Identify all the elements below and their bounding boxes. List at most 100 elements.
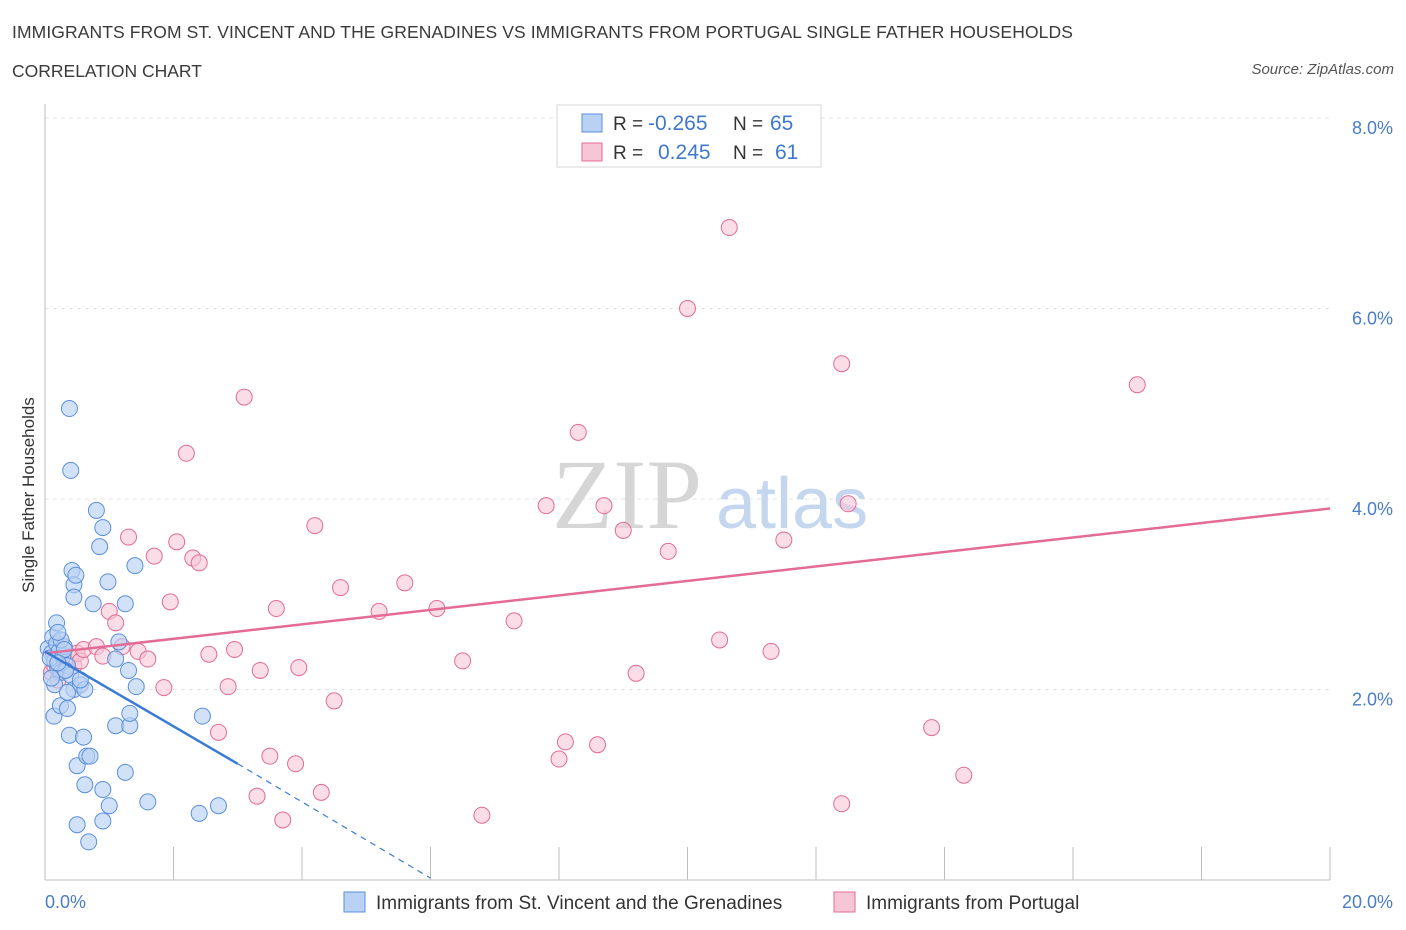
legend-n-label-vincent: N = bbox=[733, 114, 763, 135]
point-vincent-41 bbox=[94, 519, 112, 537]
point-portugal-20 bbox=[155, 679, 173, 697]
legend-r-label-portugal: R = bbox=[613, 143, 643, 164]
series-legend: Immigrants from St. Vincent and the Gren… bbox=[343, 891, 1079, 914]
trendline-vincent-extension bbox=[237, 763, 431, 879]
point-vincent-63 bbox=[58, 683, 76, 701]
point-vincent-37 bbox=[67, 566, 85, 584]
point-vincent-59 bbox=[209, 797, 227, 815]
point-vincent-31 bbox=[100, 797, 118, 815]
point-portugal-62 bbox=[833, 795, 851, 813]
point-vincent-48 bbox=[110, 633, 128, 651]
legend-r-value-portugal: 0.245 bbox=[658, 141, 711, 164]
y-tick-label-2: 6.0% bbox=[1352, 309, 1393, 329]
point-portugal-55 bbox=[627, 664, 645, 682]
point-vincent-26 bbox=[75, 728, 93, 746]
point-portugal-56 bbox=[659, 542, 677, 560]
gridlines bbox=[45, 117, 1330, 690]
legend-n-value-vincent: 65 bbox=[770, 112, 793, 135]
source-label: Source: ZipAtlas.com bbox=[1251, 61, 1394, 78]
point-vincent-34 bbox=[80, 833, 98, 851]
point-vincent-44 bbox=[116, 595, 134, 613]
legend-swatch-vincent bbox=[581, 113, 603, 133]
point-portugal-19 bbox=[145, 547, 163, 565]
point-vincent-40 bbox=[91, 538, 109, 556]
point-vincent-57 bbox=[193, 707, 211, 725]
point-portugal-14 bbox=[107, 614, 125, 632]
point-portugal-21 bbox=[161, 593, 179, 611]
y-axis-title: Single Father Households bbox=[19, 397, 38, 593]
bottom-legend-swatch-portugal bbox=[833, 891, 856, 913]
point-portugal-32 bbox=[251, 661, 269, 679]
point-portugal-18 bbox=[139, 650, 157, 668]
point-portugal-47 bbox=[505, 612, 523, 630]
point-portugal-16 bbox=[120, 528, 138, 546]
point-portugal-64 bbox=[839, 495, 857, 513]
point-portugal-60 bbox=[720, 219, 738, 237]
point-portugal-46 bbox=[473, 806, 491, 824]
trendline-portugal bbox=[44, 507, 1331, 655]
point-portugal-52 bbox=[589, 736, 607, 754]
point-portugal-27 bbox=[209, 723, 227, 741]
point-vincent-47 bbox=[60, 400, 78, 418]
watermark: ZIP atlas bbox=[552, 439, 868, 550]
point-portugal-30 bbox=[235, 388, 253, 406]
point-portugal-25 bbox=[190, 554, 208, 572]
x-tick-label-0: 0.0% bbox=[45, 892, 86, 912]
point-vincent-45 bbox=[126, 557, 144, 575]
point-portugal-28 bbox=[219, 678, 237, 696]
trend-lines bbox=[44, 507, 1331, 879]
point-portugal-37 bbox=[290, 659, 308, 677]
point-vincent-38 bbox=[65, 588, 83, 606]
point-portugal-41 bbox=[332, 579, 350, 597]
point-vincent-32 bbox=[68, 816, 86, 834]
point-portugal-59 bbox=[762, 642, 780, 660]
point-portugal-54 bbox=[614, 521, 632, 539]
y-tick-labels: 2.0% 4.0% 6.0% 8.0% bbox=[1352, 118, 1393, 710]
x-tick-label-1: 20.0% bbox=[1342, 892, 1393, 912]
bottom-legend-swatch-vincent bbox=[343, 891, 366, 913]
point-portugal-29 bbox=[226, 640, 244, 658]
point-portugal-40 bbox=[325, 692, 343, 710]
legend-r-label-vincent: R = bbox=[613, 114, 643, 135]
point-vincent-54 bbox=[127, 678, 145, 696]
point-portugal-23 bbox=[177, 444, 195, 462]
x-tick-labels: 0.0% 20.0% bbox=[45, 892, 1393, 912]
point-portugal-31 bbox=[248, 787, 266, 805]
correlation-legend: R = -0.265 N = 65 R = 0.245 N = 61 bbox=[556, 104, 822, 168]
point-portugal-43 bbox=[396, 574, 414, 592]
legend-swatch-portugal bbox=[581, 142, 603, 162]
point-portugal-22 bbox=[168, 533, 186, 551]
point-vincent-46 bbox=[62, 461, 80, 479]
point-portugal-38 bbox=[306, 517, 324, 535]
y-tick-label-1: 4.0% bbox=[1352, 499, 1393, 519]
point-portugal-53 bbox=[595, 497, 613, 515]
point-vincent-29 bbox=[76, 776, 94, 794]
point-portugal-34 bbox=[267, 600, 285, 618]
axes bbox=[44, 104, 1331, 881]
point-portugal-66 bbox=[955, 766, 973, 784]
point-vincent-58 bbox=[190, 804, 208, 822]
point-portugal-61 bbox=[775, 531, 793, 549]
point-portugal-65 bbox=[923, 719, 941, 737]
point-vincent-50 bbox=[107, 650, 125, 668]
chart-subtitle: CORRELATION CHART bbox=[12, 61, 202, 81]
point-vincent-60 bbox=[49, 623, 67, 641]
y-tick-label-3: 8.0% bbox=[1352, 118, 1393, 138]
trendline-vincent bbox=[44, 650, 239, 765]
point-portugal-49 bbox=[550, 750, 568, 768]
point-vincent-33 bbox=[94, 812, 112, 830]
series-vincent-points bbox=[39, 400, 227, 851]
y-tick-label-0: 2.0% bbox=[1352, 690, 1393, 710]
point-vincent-24 bbox=[60, 726, 78, 744]
point-portugal-39 bbox=[312, 783, 330, 801]
point-vincent-20 bbox=[58, 700, 76, 718]
point-portugal-35 bbox=[274, 811, 292, 829]
point-portugal-63 bbox=[833, 355, 851, 373]
point-portugal-48 bbox=[537, 497, 555, 515]
point-vincent-15 bbox=[42, 669, 60, 687]
point-vincent-49 bbox=[120, 661, 138, 679]
point-vincent-42 bbox=[87, 501, 105, 519]
point-vincent-28 bbox=[81, 747, 99, 765]
legend-r-value-vincent: -0.265 bbox=[648, 112, 708, 135]
